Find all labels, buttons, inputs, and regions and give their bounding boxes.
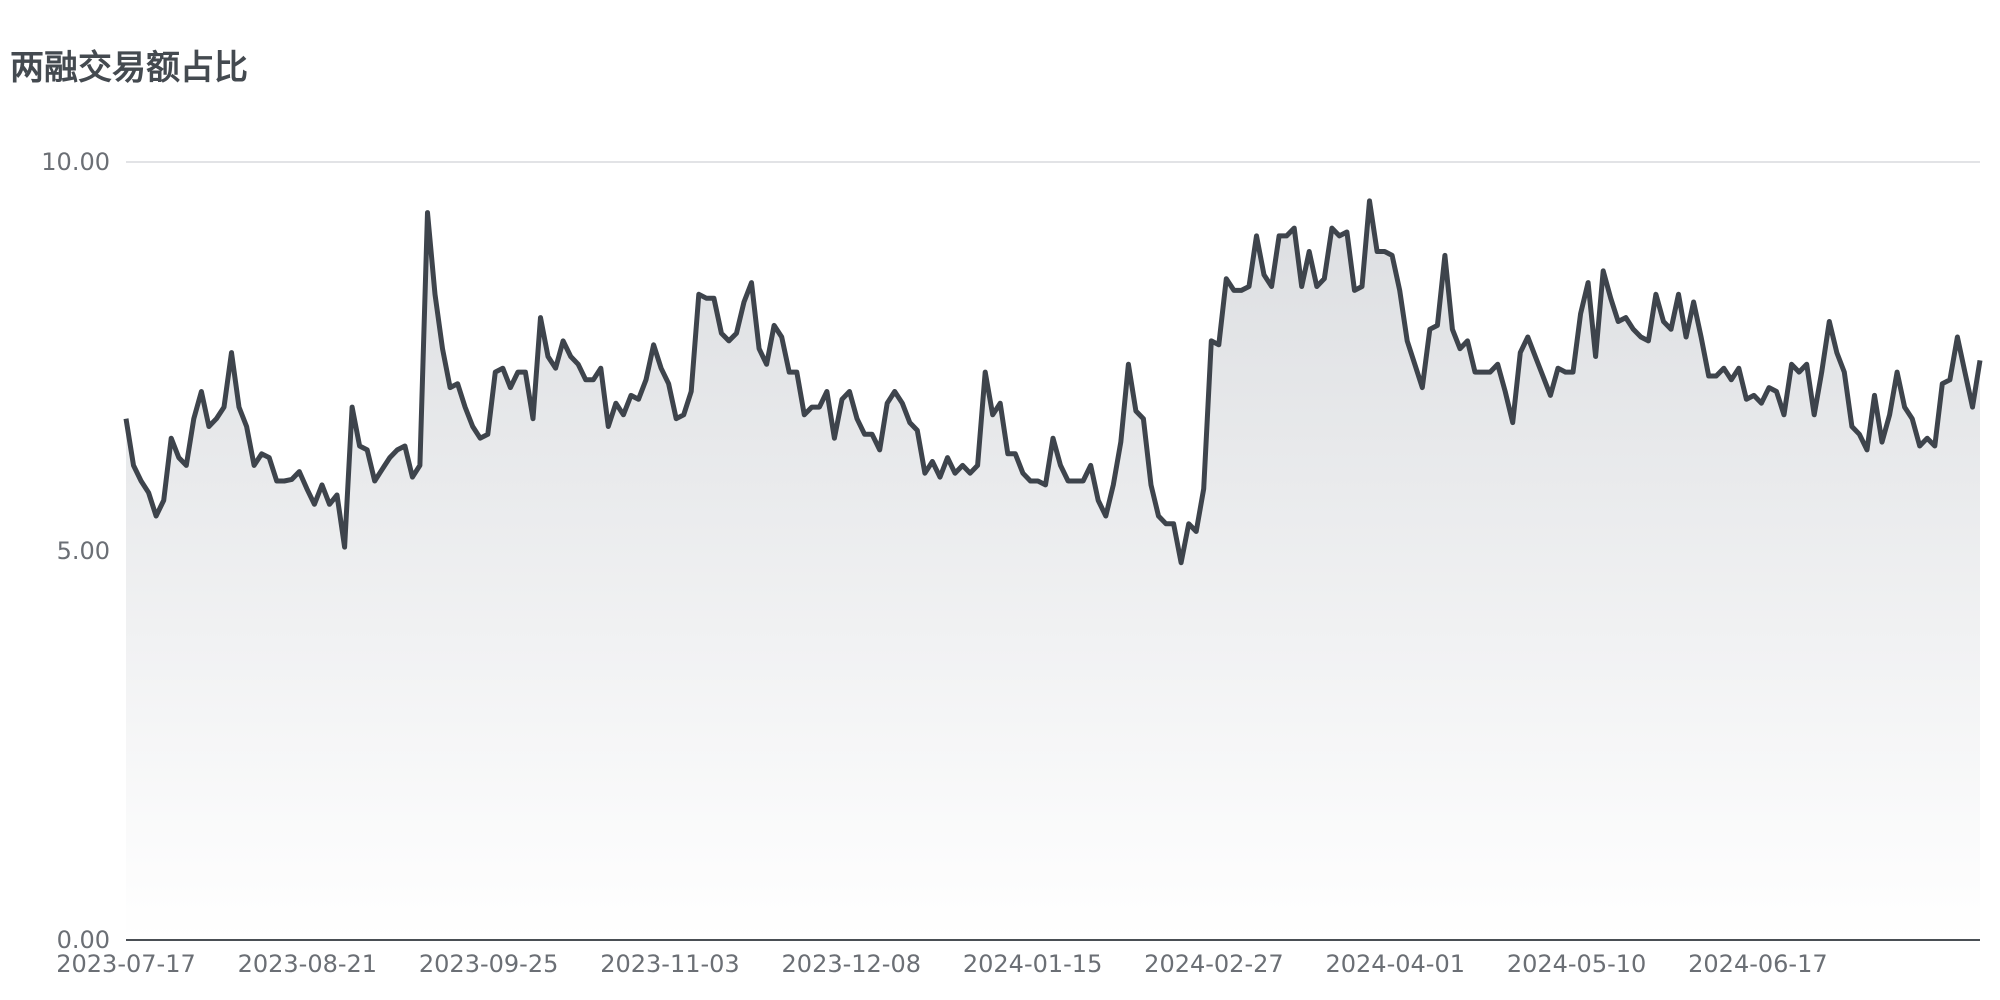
- y-axis-ticks: 0.00 5.00 10.00: [41, 148, 110, 954]
- x-tick-label: 2024-02-27: [1144, 950, 1283, 978]
- x-tick-label: 2024-04-01: [1326, 950, 1465, 978]
- y-tick-label: 10.00: [41, 148, 110, 176]
- x-tick-label: 2024-01-15: [963, 950, 1102, 978]
- y-tick-label: 5.00: [57, 537, 110, 565]
- x-tick-label: 2023-11-03: [600, 950, 739, 978]
- x-tick-label: 2023-09-25: [419, 950, 558, 978]
- area-fill: [126, 200, 1980, 940]
- chart-title: 两融交易额占比: [10, 48, 248, 88]
- x-axis-ticks: 2023-07-17 2023-08-21 2023-09-25 2023-11-03…: [56, 950, 1827, 978]
- x-tick-label: 2023-07-17: [56, 950, 195, 978]
- x-tick-label: 2023-08-21: [238, 950, 377, 978]
- x-tick-label: 2024-06-17: [1688, 950, 1827, 978]
- series-line: [123, 198, 1983, 566]
- y-tick-label: 0.00: [57, 926, 110, 954]
- x-tick-label: 2024-05-10: [1507, 950, 1646, 978]
- x-tick-label: 2023-12-08: [782, 950, 921, 978]
